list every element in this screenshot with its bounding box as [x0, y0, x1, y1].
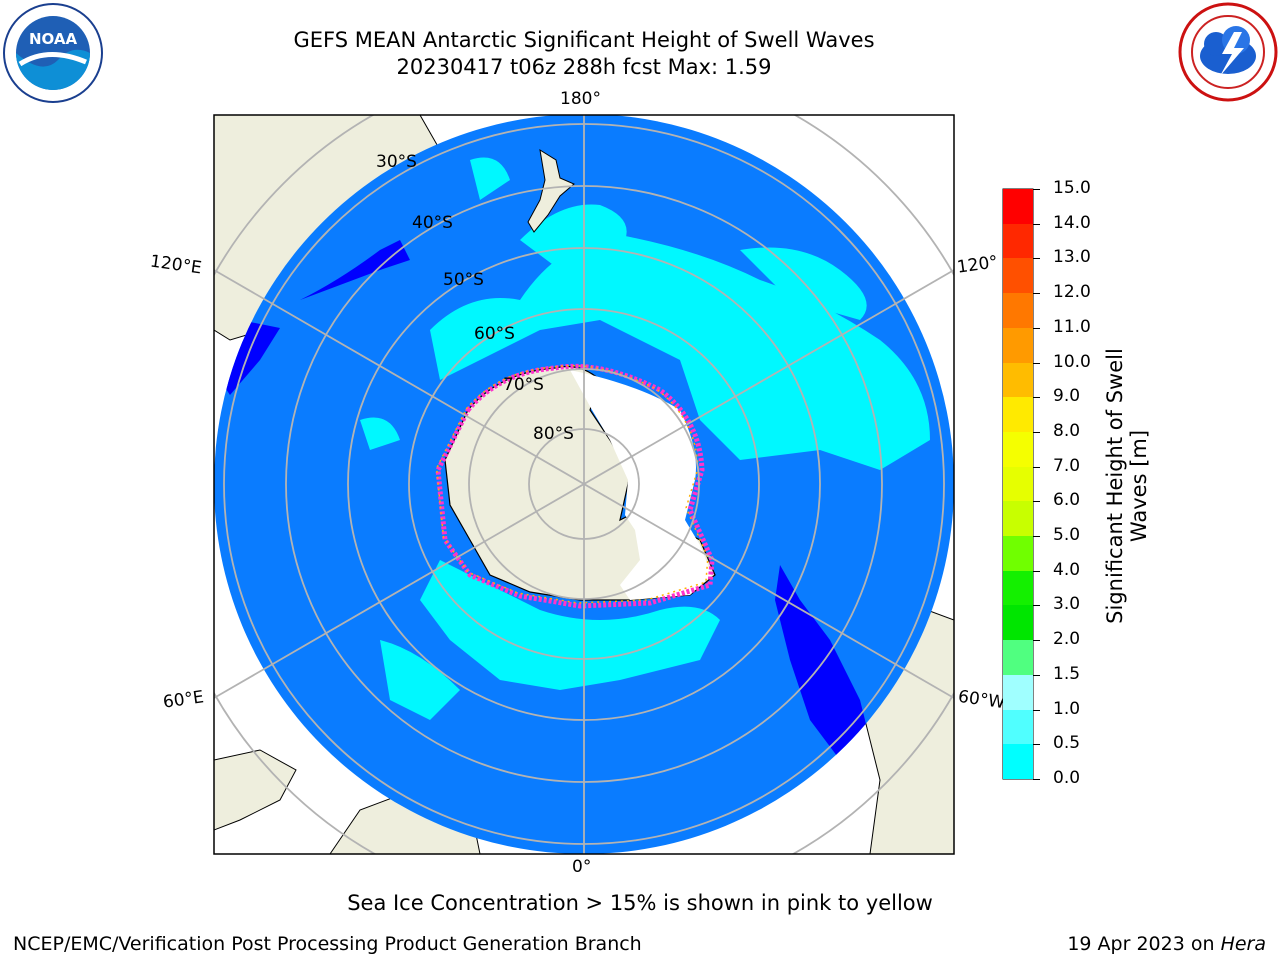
colorbar-tick-mark	[1033, 258, 1040, 260]
lat-label-70s: 70°S	[503, 375, 544, 395]
lat-label-60s: 60°S	[474, 324, 515, 344]
colorbar-label-line1: Significant Height of Swell	[1103, 348, 1127, 624]
lat-label-30s: 30°S	[376, 152, 417, 172]
colorbar-tick-label: 0.5	[1053, 733, 1081, 754]
colorbar-segment	[1003, 362, 1033, 398]
colorbar-tick-label: 13.0	[1053, 247, 1091, 268]
colorbar-segment	[1003, 327, 1033, 363]
colorbar-tick-mark	[1033, 779, 1040, 780]
colorbar-tick-mark	[1033, 362, 1040, 364]
colorbar-segment	[1003, 466, 1033, 502]
new-zealand-land	[527, 148, 575, 233]
colorbar-tick-mark	[1033, 674, 1040, 676]
colorbar-tick-mark	[1033, 605, 1040, 607]
colorbar-segment	[1003, 397, 1033, 433]
lon-label-bottom: 0°	[572, 857, 592, 877]
colorbar-tick-mark	[1033, 640, 1040, 642]
colorbar-segment	[1003, 501, 1033, 537]
colorbar-segment	[1003, 431, 1033, 467]
sea-ice-note: Sea Ice Concentration > 15% is shown in …	[347, 891, 933, 915]
colorbar-segment	[1003, 570, 1033, 606]
colorbar-tick-label: 15.0	[1053, 178, 1091, 198]
colorbar-segment	[1003, 189, 1033, 224]
colorbar-tick-mark	[1033, 397, 1040, 399]
map-frame	[213, 114, 955, 855]
chart-subtitle: 20230417 t06z 288h fcst Max: 1.59	[396, 55, 772, 79]
colorbar-tick-label: 0.0	[1053, 768, 1081, 788]
colorbar-tick-mark	[1033, 536, 1040, 538]
colorbar-tick-mark	[1033, 431, 1040, 433]
colorbar-segment	[1003, 536, 1033, 572]
footer-date-text: 19 Apr 2023 on	[1067, 933, 1221, 955]
footer-date: 19 Apr 2023 on Hera	[1067, 933, 1266, 955]
colorbar-tick-label: 8.0	[1053, 420, 1081, 441]
colorbar-tick-label: 2.0	[1053, 629, 1081, 650]
chart-title: GEFS MEAN Antarctic Significant Height o…	[293, 28, 875, 52]
colorbar-tick-mark	[1033, 744, 1040, 746]
colorbar-tick-label: 11.0	[1053, 316, 1091, 337]
lon-label-top: 180°	[560, 89, 601, 109]
colorbar-tick-mark	[1033, 709, 1040, 711]
colorbar-tick-label: 9.0	[1053, 386, 1081, 407]
colorbar-tick-label: 12.0	[1053, 282, 1091, 303]
colorbar-tick-label: 14.0	[1053, 212, 1091, 233]
colorbar-tick-label: 7.0	[1053, 455, 1081, 476]
colorbar-tick-label: 1.5	[1053, 663, 1081, 684]
colorbar-tick-mark	[1033, 570, 1040, 572]
colorbar-tick-mark	[1033, 293, 1040, 295]
noaa-logo: NOAA	[3, 3, 103, 103]
colorbar-label-line2: Waves [m]	[1127, 429, 1151, 543]
colorbar-tick-label: 3.0	[1053, 594, 1081, 615]
colorbar-segment	[1003, 674, 1033, 710]
sea-ice-region	[570, 370, 712, 600]
colorbar-tick-label: 6.0	[1053, 490, 1081, 511]
colorbar-segment	[1003, 293, 1033, 329]
colorbar-tick-mark	[1033, 189, 1040, 190]
colorbar-tick-mark	[1033, 501, 1040, 503]
colorbar-segment	[1003, 258, 1033, 294]
colorbar-tick-mark	[1033, 466, 1040, 468]
footer-branch: NCEP/EMC/Verification Post Processing Pr…	[13, 933, 642, 955]
colorbar-tick-label: 5.0	[1053, 525, 1081, 546]
swell-patches	[360, 157, 930, 720]
colorbar-segment	[1003, 709, 1033, 745]
lat-label-50s: 50°S	[443, 270, 484, 290]
noaa-logo-text: NOAA	[29, 30, 78, 48]
colorbar-segment	[1003, 223, 1033, 259]
colorbar-tick-mark	[1033, 223, 1040, 225]
lat-label-80s: 80°S	[533, 424, 574, 444]
colorbar-tick-label: 4.0	[1053, 559, 1081, 580]
colorbar-segment	[1003, 640, 1033, 676]
colorbar-tick-mark	[1033, 327, 1040, 329]
footer-host: Hera	[1220, 933, 1266, 955]
colorbar-tick-label: 10.0	[1053, 351, 1091, 372]
nws-logo	[1178, 2, 1278, 102]
colorbar-tick-label: 1.0	[1053, 698, 1081, 719]
sea-ice-edge	[435, 363, 715, 609]
graticule	[214, 115, 954, 854]
colorbar-segment	[1003, 744, 1033, 780]
lat-label-40s: 40°S	[412, 213, 453, 233]
colorbar-segment	[1003, 605, 1033, 641]
